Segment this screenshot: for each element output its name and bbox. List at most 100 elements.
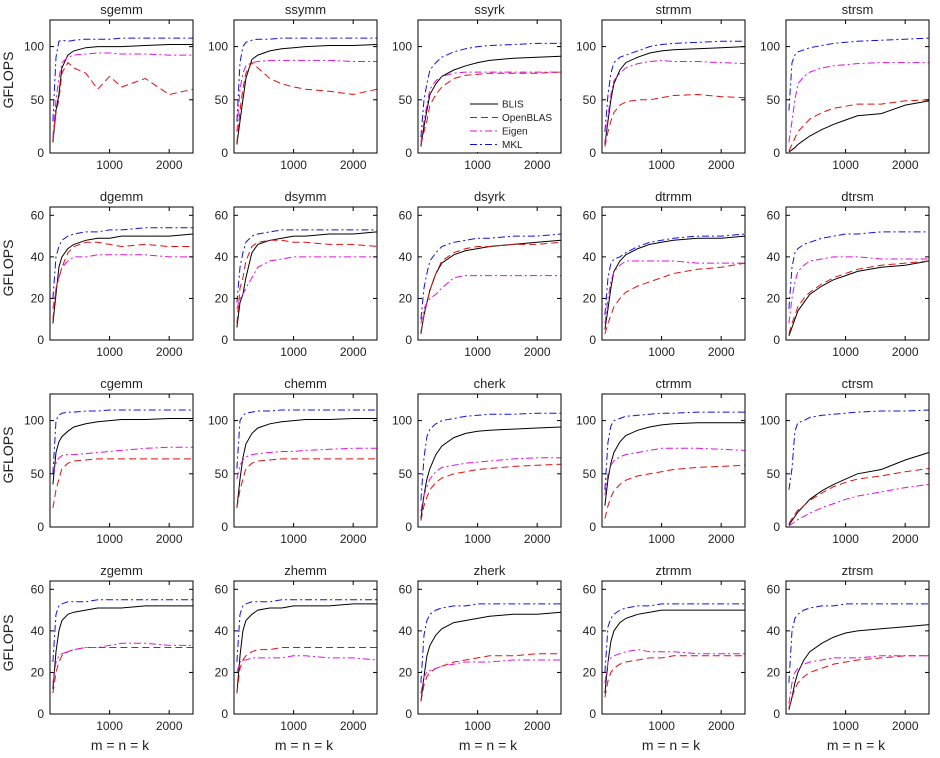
series-eigen	[420, 457, 561, 512]
series-eigen	[236, 655, 378, 673]
plot-frame	[49, 393, 194, 528]
series-blis	[236, 44, 378, 145]
ylabel-row-1: GFLOPS	[0, 52, 16, 109]
y-tick-label: 50	[31, 467, 45, 481]
series-blis	[604, 422, 745, 506]
series-openblas	[788, 99, 930, 152]
plot-frame	[417, 206, 562, 341]
series-mkl	[604, 40, 745, 132]
series-openblas	[52, 61, 194, 141]
y-tick-label: 60	[399, 208, 413, 222]
plot-frame	[601, 206, 746, 341]
y-tick-label: 20	[31, 665, 45, 679]
x-tick-label: 2000	[156, 532, 183, 546]
x-tick-label: 2000	[524, 345, 551, 359]
panel-title: zherk	[474, 563, 506, 578]
xlabel-col-4: m = n = k	[642, 737, 701, 753]
y-tick-label: 60	[767, 582, 781, 596]
panel-strsm: strsm 0 50 100 1000 2000	[760, 2, 930, 172]
series-openblas	[788, 655, 929, 708]
series-blis	[420, 55, 562, 147]
x-tick-label: 1000	[464, 158, 491, 172]
y-tick-label: 0	[589, 707, 596, 721]
y-tick-label: 0	[405, 333, 412, 347]
plot-frame	[785, 19, 930, 154]
x-tick-label: 1000	[832, 532, 859, 546]
series-eigen	[604, 260, 745, 324]
y-tick-label: 60	[399, 582, 413, 596]
series-mkl	[236, 599, 377, 663]
series-blis	[52, 233, 194, 324]
plot-frame	[601, 19, 746, 154]
y-tick-label: 20	[583, 291, 597, 305]
y-tick-label: 20	[399, 291, 413, 305]
panel-title: sgemm	[100, 2, 143, 17]
x-tick-label: 2000	[156, 719, 183, 733]
series-mkl	[604, 233, 746, 316]
y-tick-label: 0	[773, 146, 780, 160]
y-tick-label: 40	[767, 250, 781, 264]
x-tick-label: 1000	[832, 158, 859, 172]
series-eigen	[788, 256, 929, 324]
y-tick-label: 100	[760, 40, 780, 54]
y-tick-label: 100	[392, 40, 412, 54]
series-openblas	[236, 239, 378, 324]
series-openblas	[420, 653, 561, 702]
y-tick-label: 20	[215, 665, 229, 679]
y-tick-label: 40	[215, 624, 229, 638]
ylabel-row-3: GFLOPS	[0, 427, 16, 484]
ylabel-row-2: GFLOPS	[0, 240, 16, 297]
panel-cherk: cherk 0 50 100 1000 2000	[392, 376, 562, 546]
x-tick-label: 1000	[464, 532, 491, 546]
panel-ctrmm: ctrmm 0 50 100 1000 2000	[576, 376, 746, 546]
panel-chemm: chemm 0 50 100 1000 2000	[208, 376, 378, 546]
series-openblas	[420, 71, 562, 145]
x-tick-label: 1000	[648, 719, 675, 733]
y-tick-label: 60	[31, 208, 45, 222]
x-tick-label: 1000	[96, 158, 123, 172]
series-blis	[604, 609, 745, 694]
x-tick-label: 2000	[340, 719, 367, 733]
panel-title: ctrsm	[842, 376, 874, 391]
series-blis	[52, 44, 193, 143]
series-eigen	[788, 655, 929, 704]
series-openblas	[788, 260, 930, 334]
y-tick-label: 0	[37, 520, 44, 534]
plot-frame	[233, 19, 378, 154]
x-tick-label: 2000	[524, 158, 551, 172]
xlabel-col-3: m = n = k	[459, 737, 518, 753]
legend-label-eigen: Eigen	[502, 127, 528, 138]
plot-frame	[49, 206, 194, 341]
panel-title: ctrmm	[655, 376, 691, 391]
plot-frame	[785, 580, 930, 715]
series-blis	[788, 260, 930, 336]
plot-frame	[785, 206, 930, 341]
series-blis	[236, 603, 377, 694]
y-tick-label: 50	[583, 93, 597, 107]
panel-title: dsyrk	[474, 189, 506, 204]
y-tick-label: 100	[392, 414, 412, 428]
panel-title: zhemm	[284, 563, 327, 578]
y-tick-label: 20	[767, 665, 781, 679]
y-tick-label: 0	[589, 520, 596, 534]
x-tick-label: 1000	[280, 158, 307, 172]
series-blis	[788, 100, 930, 153]
series-eigen	[788, 483, 930, 527]
y-tick-label: 100	[576, 414, 596, 428]
xlabel-col-1: m = n = k	[91, 737, 150, 753]
series-openblas	[420, 463, 562, 521]
y-tick-label: 0	[221, 146, 228, 160]
y-tick-label: 0	[37, 707, 44, 721]
y-tick-label: 40	[583, 624, 597, 638]
y-tick-label: 100	[208, 40, 228, 54]
legend-box	[466, 96, 560, 152]
y-tick-label: 0	[405, 520, 412, 534]
panel-title: zgemm	[100, 563, 143, 578]
series-blis	[52, 605, 193, 690]
y-tick-label: 0	[405, 146, 412, 160]
panel-ztrmm: ztrmm 0 20 40 60 1000 2000	[583, 563, 746, 733]
panel-ssyrk: ssyrk 0 50 100 1000 2000	[392, 2, 562, 172]
series-blis	[236, 231, 378, 328]
y-tick-label: 60	[215, 582, 229, 596]
y-tick-label: 40	[215, 250, 229, 264]
